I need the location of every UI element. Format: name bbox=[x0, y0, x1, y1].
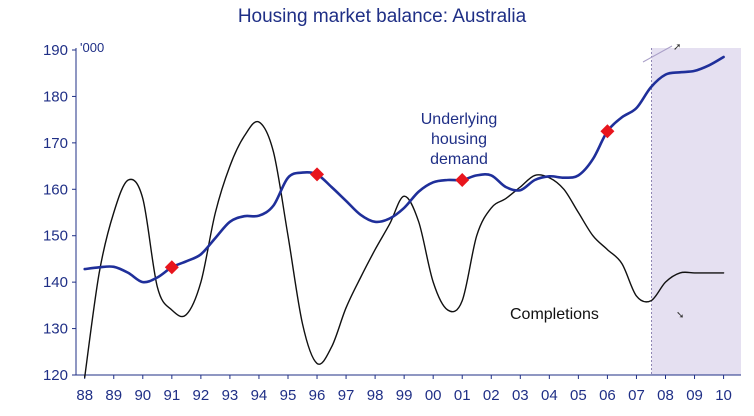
y-tick-labels: 120 130 140 150 160 170 180 190 bbox=[43, 42, 76, 384]
y-tick-label: 120 bbox=[43, 367, 68, 384]
data-marker-diamond bbox=[164, 260, 179, 275]
x-tick-label: 93 bbox=[222, 387, 239, 404]
x-tick-label: 03 bbox=[512, 387, 529, 404]
forecast-shade bbox=[650, 48, 741, 375]
x-tick-label: 90 bbox=[134, 387, 151, 404]
markers bbox=[164, 124, 615, 275]
x-tick-label: 95 bbox=[280, 387, 297, 404]
y-tick-label: 140 bbox=[43, 274, 68, 291]
x-tick-label: 08 bbox=[657, 387, 674, 404]
x-tick-label: 00 bbox=[425, 387, 442, 404]
y-tick-label: 150 bbox=[43, 228, 68, 245]
x-tick-label: 89 bbox=[105, 387, 122, 404]
x-tick-label: 01 bbox=[454, 387, 471, 404]
x-tick-label: 05 bbox=[570, 387, 587, 404]
x-tick-label: 09 bbox=[686, 387, 703, 404]
forecast-shade-rect bbox=[651, 48, 741, 375]
x-tick-label: 88 bbox=[76, 387, 93, 404]
trend-arrow-down-icon: ➘ bbox=[676, 310, 684, 321]
y-tick-label: 190 bbox=[43, 42, 68, 59]
series-lines bbox=[83, 55, 725, 378]
demand-annotation-line3: demand bbox=[430, 151, 488, 168]
y-tick-label: 180 bbox=[43, 88, 68, 105]
x-tick-label: 98 bbox=[367, 387, 384, 404]
demand-annotation-line2: housing bbox=[431, 131, 487, 148]
trend-arrow-up-icon: ➚ bbox=[673, 42, 681, 53]
data-marker-diamond bbox=[600, 124, 615, 139]
completions-line bbox=[84, 120, 725, 378]
x-tick-label: 06 bbox=[599, 387, 616, 404]
trend-arrow-up-line bbox=[642, 45, 673, 63]
x-tick-label: 96 bbox=[309, 387, 326, 404]
axes bbox=[75, 48, 741, 376]
x-tick-label: 10 bbox=[715, 387, 732, 404]
chart-title: Housing market balance: Australia bbox=[238, 6, 527, 27]
data-marker-diamond bbox=[310, 167, 325, 182]
data-marker-diamond bbox=[455, 173, 470, 187]
unit-label: '000 bbox=[80, 40, 104, 55]
completions-annotation: Completions bbox=[510, 306, 599, 323]
x-tick-labels: 88 89 90 91 92 93 94 95 96 97 98 99 00 01 02 03 04 05 06 07… bbox=[76, 375, 732, 404]
x-tick-label: 97 bbox=[338, 387, 355, 404]
demand-annotation-line1: Underlying bbox=[421, 111, 497, 128]
x-tick-label: 94 bbox=[251, 387, 268, 404]
x-tick-label: 99 bbox=[396, 387, 413, 404]
y-tick-label: 170 bbox=[43, 135, 68, 152]
x-tick-label: 07 bbox=[628, 387, 645, 404]
underlying-demand-line bbox=[83, 55, 725, 284]
x-tick-label: 02 bbox=[483, 387, 500, 404]
y-tick-label: 130 bbox=[43, 321, 68, 338]
x-tick-label: 92 bbox=[193, 387, 210, 404]
x-tick-label: 91 bbox=[163, 387, 180, 404]
y-tick-label: 160 bbox=[43, 181, 68, 198]
x-tick-label: 04 bbox=[541, 387, 558, 404]
